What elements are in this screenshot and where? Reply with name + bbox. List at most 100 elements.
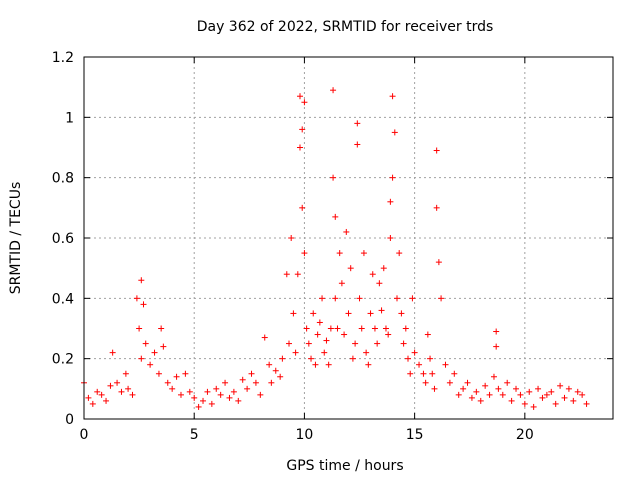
data-point bbox=[517, 391, 524, 398]
data-point bbox=[427, 355, 434, 362]
data-point bbox=[301, 99, 308, 106]
y-tick-label: 0.4 bbox=[52, 291, 74, 307]
data-point bbox=[371, 325, 378, 332]
x-tick-label: 15 bbox=[406, 427, 424, 443]
data-point bbox=[252, 379, 259, 386]
data-point bbox=[303, 325, 310, 332]
data-point bbox=[435, 259, 442, 266]
data-point bbox=[468, 394, 475, 401]
data-point bbox=[133, 295, 140, 302]
data-point bbox=[89, 400, 96, 407]
data-point bbox=[490, 373, 497, 380]
data-point bbox=[382, 325, 389, 332]
data-point bbox=[374, 340, 381, 347]
data-point bbox=[182, 370, 189, 377]
data-point bbox=[508, 397, 515, 404]
data-point bbox=[579, 391, 586, 398]
data-point bbox=[316, 319, 323, 326]
data-point bbox=[345, 310, 352, 317]
data-point bbox=[268, 379, 275, 386]
data-point bbox=[125, 385, 132, 392]
data-point bbox=[446, 379, 453, 386]
data-point bbox=[279, 355, 286, 362]
data-point bbox=[354, 141, 361, 148]
x-tick-label: 10 bbox=[296, 427, 314, 443]
data-point bbox=[369, 271, 376, 278]
data-point bbox=[385, 331, 392, 338]
data-point bbox=[226, 394, 233, 401]
data-point bbox=[477, 397, 484, 404]
data-point bbox=[539, 394, 546, 401]
data-point bbox=[433, 147, 440, 154]
data-point bbox=[208, 400, 215, 407]
data-point bbox=[140, 301, 147, 308]
data-point bbox=[332, 213, 339, 220]
data-point bbox=[367, 310, 374, 317]
data-point bbox=[323, 337, 330, 344]
data-point bbox=[186, 388, 193, 395]
data-point bbox=[464, 379, 471, 386]
data-point bbox=[85, 394, 92, 401]
data-point bbox=[118, 388, 125, 395]
data-point bbox=[122, 370, 129, 377]
data-point bbox=[389, 93, 396, 100]
data-point bbox=[336, 250, 343, 257]
data-point bbox=[530, 403, 537, 410]
data-point bbox=[109, 349, 116, 356]
data-point bbox=[272, 367, 279, 374]
data-point bbox=[129, 391, 136, 398]
data-point bbox=[321, 349, 328, 356]
x-tick-label: 0 bbox=[80, 427, 89, 443]
data-point bbox=[360, 250, 367, 257]
data-point bbox=[495, 385, 502, 392]
data-point bbox=[191, 394, 198, 401]
data-point bbox=[277, 373, 284, 380]
data-point bbox=[378, 307, 385, 314]
data-point bbox=[292, 349, 299, 356]
data-point bbox=[138, 277, 145, 284]
data-point bbox=[155, 370, 162, 377]
y-tick-label: 1 bbox=[65, 110, 74, 126]
y-tick-label: 1.2 bbox=[52, 50, 74, 66]
data-point bbox=[389, 174, 396, 181]
data-point bbox=[301, 250, 308, 257]
data-point bbox=[114, 379, 121, 386]
data-point bbox=[422, 379, 429, 386]
grid bbox=[84, 57, 613, 419]
y-tick-label: 0.6 bbox=[52, 231, 74, 247]
data-point bbox=[387, 198, 394, 205]
data-point bbox=[230, 388, 237, 395]
data-point bbox=[177, 391, 184, 398]
data-point bbox=[363, 349, 370, 356]
data-point bbox=[431, 385, 438, 392]
data-point bbox=[341, 331, 348, 338]
data-point bbox=[136, 325, 143, 332]
data-point bbox=[294, 271, 301, 278]
data-point bbox=[343, 228, 350, 235]
data-point bbox=[169, 385, 176, 392]
data-point bbox=[376, 280, 383, 287]
data-point bbox=[222, 379, 229, 386]
data-point bbox=[299, 126, 306, 133]
data-point bbox=[358, 325, 365, 332]
data-point bbox=[327, 325, 334, 332]
data-point bbox=[334, 325, 341, 332]
data-point bbox=[160, 343, 167, 350]
data-point bbox=[200, 397, 207, 404]
y-tick-label: 0.8 bbox=[52, 171, 74, 187]
chart-title: Day 362 of 2022, SRMTID for receiver trd… bbox=[197, 19, 494, 35]
data-point bbox=[493, 343, 500, 350]
data-point bbox=[288, 235, 295, 241]
data-point bbox=[561, 394, 568, 401]
data-point bbox=[248, 370, 255, 377]
data-point bbox=[409, 295, 416, 302]
data-point bbox=[387, 235, 394, 241]
data-point bbox=[217, 391, 224, 398]
data-point bbox=[354, 120, 361, 127]
data-point bbox=[213, 385, 220, 392]
data-point bbox=[103, 397, 110, 404]
data-points bbox=[81, 87, 590, 410]
data-point bbox=[400, 340, 407, 347]
data-point bbox=[235, 397, 242, 404]
y-tick-label: 0 bbox=[65, 412, 74, 428]
